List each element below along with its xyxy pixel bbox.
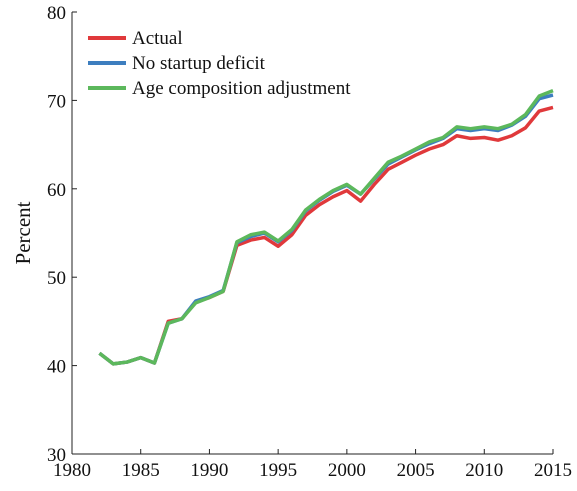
y-tick-label: 70 bbox=[47, 91, 66, 112]
x-tick-label: 1990 bbox=[190, 460, 228, 481]
y-axis-label: Percent bbox=[11, 201, 35, 264]
x-tick-label: 2015 bbox=[534, 460, 572, 481]
y-tick-label: 40 bbox=[47, 357, 66, 378]
y-tick-label: 60 bbox=[47, 180, 66, 201]
y-tick-label: 50 bbox=[47, 268, 66, 289]
y-tick-label: 30 bbox=[47, 445, 66, 466]
x-tick-label: 1995 bbox=[259, 460, 297, 481]
x-tick-label: 2000 bbox=[328, 460, 366, 481]
legend-label: Age composition adjustment bbox=[132, 78, 351, 99]
x-tick-label: 2010 bbox=[465, 460, 503, 481]
legend-label: No startup deficit bbox=[132, 53, 266, 74]
legend-label: Actual bbox=[132, 28, 183, 49]
x-tick-label: 1980 bbox=[53, 460, 91, 481]
x-tick-label: 2005 bbox=[397, 460, 435, 481]
y-tick-label: 80 bbox=[47, 3, 66, 24]
series-line bbox=[98, 89, 554, 366]
x-tick-label: 1985 bbox=[122, 460, 160, 481]
